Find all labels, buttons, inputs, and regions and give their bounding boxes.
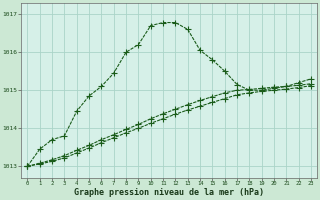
X-axis label: Graphe pression niveau de la mer (hPa): Graphe pression niveau de la mer (hPa) [74, 188, 264, 197]
